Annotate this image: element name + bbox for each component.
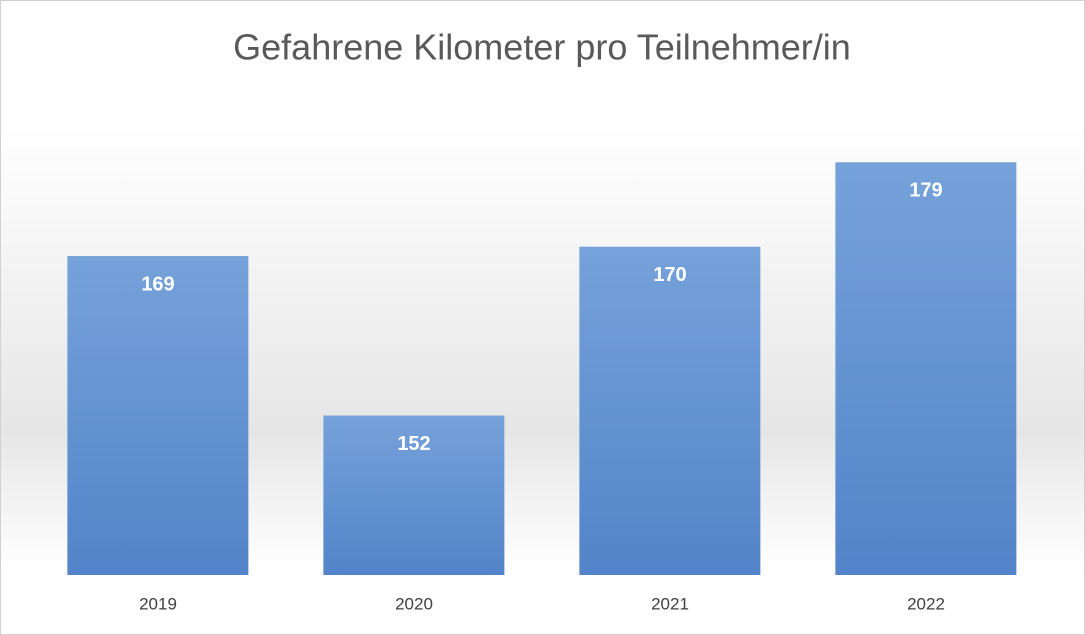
bar [579, 246, 761, 575]
bar [67, 256, 249, 575]
bar [323, 415, 505, 575]
data-label: 179 [909, 180, 942, 202]
chart-title: Gefahrene Kilometer pro Teilnehmer/in [233, 27, 851, 68]
x-tick-label: 2022 [907, 594, 945, 613]
data-label: 170 [653, 264, 686, 286]
x-tick-label: 2021 [651, 594, 689, 613]
data-label: 152 [397, 433, 430, 455]
x-tick-label: 2020 [395, 594, 433, 613]
x-tick-label: 2019 [139, 594, 177, 613]
data-label: 169 [141, 273, 174, 295]
bar [835, 162, 1017, 575]
